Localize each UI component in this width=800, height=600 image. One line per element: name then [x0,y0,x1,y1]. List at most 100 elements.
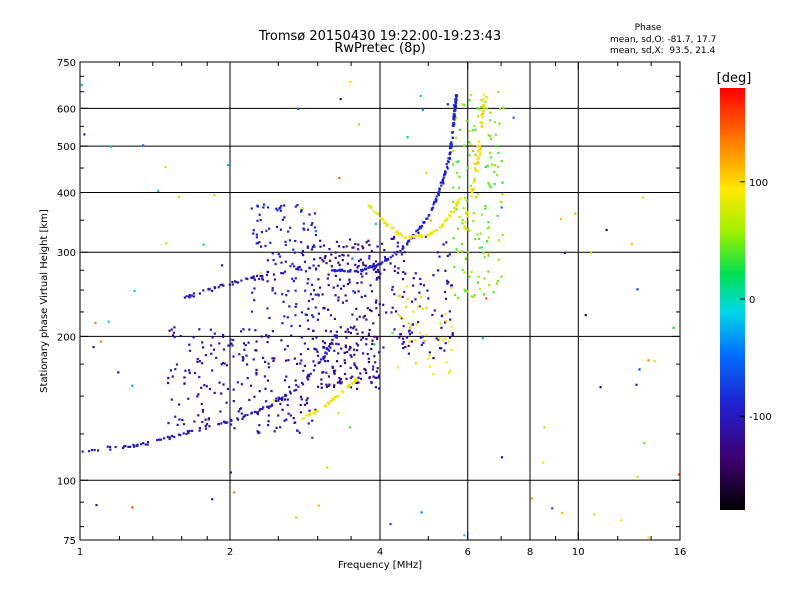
echo-point [385,311,388,314]
echo-point [168,436,171,439]
echo-point [333,269,336,272]
echo-point [352,290,355,293]
echo-point [255,373,258,376]
echo-point [327,402,331,405]
echo-point [356,367,359,370]
echo-point [202,243,205,246]
echo-point [258,213,261,216]
echo-point [367,360,370,364]
echo-point [368,254,371,258]
echo-point [192,292,195,295]
echo-point [355,307,358,310]
echo-point [332,286,335,289]
echo-point [371,368,375,371]
echo-point [447,340,450,343]
echo-point [412,310,415,313]
echo-point [489,111,492,114]
echo-point [188,429,191,433]
echo-point [188,369,191,372]
echo-point [373,264,376,267]
echo-point [479,121,482,124]
echo-point [463,271,466,274]
echo-point [281,396,284,400]
echo-point [498,122,501,125]
echo-point [258,390,261,393]
echo-point [317,354,320,357]
echo-point [365,338,368,341]
echo-point [295,267,298,271]
echo-point [439,181,442,184]
echo-point [287,230,290,233]
echo-point [472,212,475,215]
echo-point [313,412,316,415]
echo-point [464,258,467,261]
echo-point [457,250,460,254]
echo-point [397,233,400,236]
echo-point [311,436,314,439]
echo-point [327,273,330,276]
echo-point [131,384,134,387]
echo-point [170,398,173,401]
echo-point [406,243,409,246]
echo-point [324,254,327,258]
echo-point [247,341,250,344]
echo-point [307,422,310,425]
echo-point [307,228,310,231]
echo-point [204,354,207,357]
echo-point [487,236,490,239]
echo-point [383,249,386,252]
echo-point [219,284,222,287]
echo-point [359,372,362,375]
echo-point [369,265,372,268]
echo-point [333,396,336,399]
echo-point [300,209,303,212]
echo-point [487,252,490,255]
echo-point [295,388,298,391]
echo-point [449,210,452,214]
echo-point [170,434,174,438]
echo-point [283,419,286,422]
echo-point [455,205,458,208]
echo-point [315,336,318,339]
echo-point [339,326,342,329]
echo-point [300,311,303,314]
echo-point [325,466,329,469]
echo-point [209,328,212,331]
echo-point [326,401,329,404]
echo-point [306,397,309,400]
echo-point [415,230,418,233]
echo-point [177,195,180,198]
echo-point [357,243,360,246]
echo-point [454,116,457,120]
echo-point [374,222,377,225]
echo-point [325,371,328,374]
echo-point [406,298,409,301]
echo-point [307,327,310,331]
echo-point [300,398,303,401]
echo-point [280,272,283,275]
echo-point [271,252,274,255]
echo-point [292,248,295,251]
echo-point [481,337,484,340]
echo-point [443,321,447,324]
echo-point [253,278,256,281]
echo-point [353,270,356,273]
echo-point [246,363,249,366]
echo-point [398,336,401,339]
data-points [80,80,680,539]
echo-point [327,384,330,387]
echo-point [366,307,369,310]
echo-point [423,339,426,342]
echo-point [432,372,435,376]
echo-point [339,378,343,381]
echo-point [315,410,318,413]
echo-point [231,280,234,284]
echo-point [266,271,270,274]
echo-point [457,198,460,201]
echo-point [357,248,360,251]
echo-point [372,375,375,378]
echo-point [136,444,139,448]
echo-point [364,267,367,270]
echo-point [474,238,477,241]
echo-point [348,385,351,388]
